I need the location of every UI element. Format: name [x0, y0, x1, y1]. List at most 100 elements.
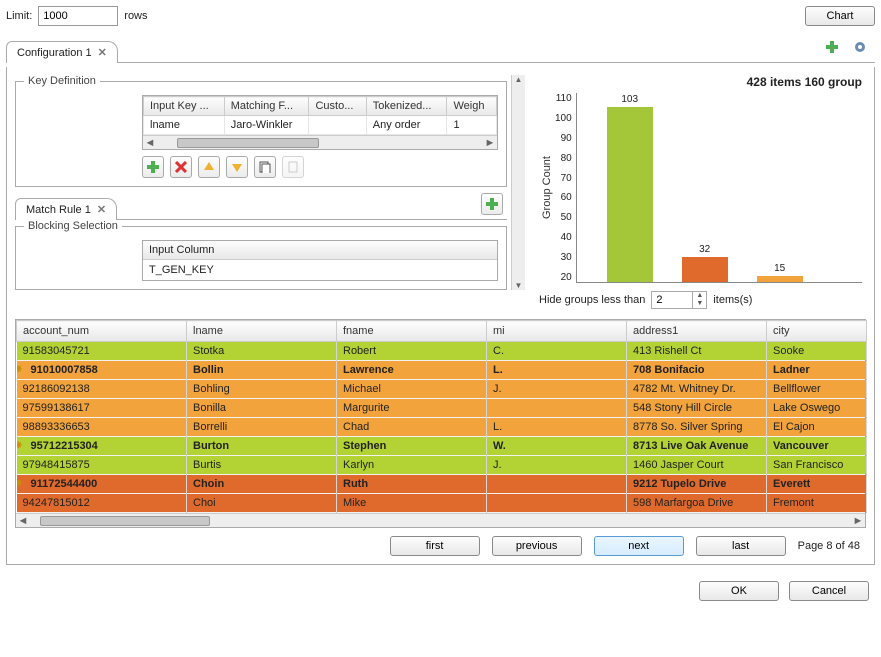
tab-label: Match Rule 1	[26, 204, 91, 216]
horizontal-scrollbar[interactable]: ◄►	[143, 135, 497, 149]
cell: L.	[487, 361, 627, 380]
cell: ❋95712215304	[17, 437, 187, 456]
cell: Vancouver	[767, 437, 867, 456]
add-config-icon[interactable]	[821, 36, 843, 58]
table-row[interactable]: 98893336653BorrelliChadL.8778 So. Silver…	[17, 418, 867, 437]
rows-label: rows	[124, 10, 147, 22]
paste-button[interactable]	[282, 156, 304, 178]
last-button[interactable]: last	[696, 536, 786, 556]
column-header[interactable]: mi	[487, 321, 627, 342]
results-table: account_numlnamefnamemiaddress1city 9158…	[16, 320, 867, 513]
cell: 1460 Jasper Court	[627, 456, 767, 475]
cell: Bollin	[187, 361, 337, 380]
chart-bar	[757, 276, 803, 282]
cell: 97599138617	[17, 399, 187, 418]
add-rule-button[interactable]	[481, 193, 503, 215]
column-header[interactable]: city	[767, 321, 867, 342]
cell: Bellflower	[767, 380, 867, 399]
cell: 92186092138	[17, 380, 187, 399]
cell	[487, 475, 627, 494]
cell: Robert	[337, 342, 487, 361]
column-header[interactable]: Custo...	[309, 97, 366, 116]
cell: Ladner	[767, 361, 867, 380]
hide-groups-spinner[interactable]: ▲▼	[651, 291, 707, 309]
table-row[interactable]: 97599138617BonillaMargurite 548 Stony Hil…	[17, 399, 867, 418]
column-header[interactable]: fname	[337, 321, 487, 342]
cell: Bohling	[187, 380, 337, 399]
page-status: Page 8 of 48	[798, 540, 860, 552]
cell: Burton	[187, 437, 337, 456]
chart-button[interactable]: Chart	[805, 6, 875, 26]
cell	[487, 399, 627, 418]
table-horizontal-scrollbar[interactable]: ◄►	[16, 513, 865, 527]
column-header[interactable]: account_num	[17, 321, 187, 342]
blocking-value[interactable]: T_GEN_KEY	[143, 260, 497, 280]
cell: 94247815012	[17, 494, 187, 513]
cell: Karlyn	[337, 456, 487, 475]
configure-icon[interactable]	[849, 36, 871, 58]
cell: Bonilla	[187, 399, 337, 418]
cell[interactable]: lname	[144, 116, 225, 135]
key-definition-legend: Key Definition	[24, 75, 100, 87]
first-button[interactable]: first	[390, 536, 480, 556]
cell: 98893336653	[17, 418, 187, 437]
cell[interactable]: 1	[447, 116, 497, 135]
cell[interactable]: Any order	[366, 116, 447, 135]
blocking-header: Input Column	[143, 241, 497, 260]
tab-configuration-1[interactable]: Configuration 1 ✕	[6, 41, 118, 63]
chart-y-axis: 1101009080706050403020	[555, 93, 577, 283]
cell: 548 Stony Hill Circle	[627, 399, 767, 418]
chart-bar	[682, 257, 728, 282]
cell: Margurite	[337, 399, 487, 418]
move-down-button[interactable]	[226, 156, 248, 178]
cell: 708 Bonifacio	[627, 361, 767, 380]
cell: Lawrence	[337, 361, 487, 380]
cell: 97948415875	[17, 456, 187, 475]
column-header[interactable]: Matching F...	[224, 97, 309, 116]
next-button[interactable]: next	[594, 536, 684, 556]
cancel-button[interactable]: Cancel	[789, 581, 869, 601]
table-row[interactable]: 91583045721StotkaRobertC.413 Rishell CtS…	[17, 342, 867, 361]
blocking-table: Input Column T_GEN_KEY	[142, 240, 498, 281]
cell: Choin	[187, 475, 337, 494]
cell: J.	[487, 456, 627, 475]
cell: Borrelli	[187, 418, 337, 437]
move-up-button[interactable]	[198, 156, 220, 178]
cell: 91583045721	[17, 342, 187, 361]
hide-groups-label: Hide groups less than	[539, 294, 645, 306]
cell: ❋91010007858	[17, 361, 187, 380]
chart-bar-label: 32	[682, 244, 728, 255]
column-header[interactable]: address1	[627, 321, 767, 342]
vertical-scrollbar[interactable]: ▲▼	[511, 75, 525, 290]
hide-groups-input[interactable]	[652, 292, 692, 308]
column-header[interactable]: Tokenized...	[366, 97, 447, 116]
ok-button[interactable]: OK	[699, 581, 779, 601]
tab-match-rule-1[interactable]: Match Rule 1 ✕	[15, 198, 117, 220]
column-header[interactable]: Weigh	[447, 97, 497, 116]
add-key-button[interactable]	[142, 156, 164, 178]
column-header[interactable]: Input Key ...	[144, 97, 225, 116]
chart-bar-label: 103	[607, 94, 653, 105]
spinner-up-icon[interactable]: ▲	[693, 292, 706, 300]
cell[interactable]	[309, 116, 366, 135]
table-row[interactable]: ❋95712215304BurtonStephenW.8713 Live Oak…	[17, 437, 867, 456]
close-icon[interactable]: ✕	[97, 203, 106, 216]
table-row[interactable]: 92186092138BohlingMichaelJ.4782 Mt. Whit…	[17, 380, 867, 399]
tab-label: Configuration 1	[17, 47, 92, 59]
cell: Ruth	[337, 475, 487, 494]
cell: Michael	[337, 380, 487, 399]
limit-input[interactable]	[38, 6, 118, 26]
close-icon[interactable]: ✕	[98, 46, 107, 59]
chart-bar-label: 15	[757, 263, 803, 274]
copy-button[interactable]	[254, 156, 276, 178]
table-row[interactable]: 97948415875BurtisKarlynJ.1460 Jasper Cou…	[17, 456, 867, 475]
table-row[interactable]: ❋91172544400ChoinRuth9212 Tupelo DriveEv…	[17, 475, 867, 494]
spinner-down-icon[interactable]: ▼	[693, 300, 706, 308]
cell: ❋91172544400	[17, 475, 187, 494]
column-header[interactable]: lname	[187, 321, 337, 342]
table-row[interactable]: ❋91010007858BollinLawrenceL.708 Bonifaci…	[17, 361, 867, 380]
previous-button[interactable]: previous	[492, 536, 582, 556]
remove-key-button[interactable]	[170, 156, 192, 178]
cell[interactable]: Jaro-Winkler	[224, 116, 309, 135]
table-row[interactable]: 94247815012ChoiMike598 Marfargoa DriveFr…	[17, 494, 867, 513]
